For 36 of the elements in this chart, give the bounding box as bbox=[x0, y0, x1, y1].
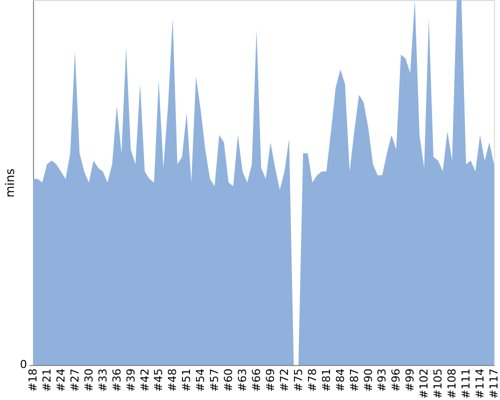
x-tick-label: #57 bbox=[208, 368, 222, 392]
x-tick-label: #66 bbox=[250, 368, 264, 392]
x-tick-label: #45 bbox=[152, 368, 166, 392]
x-tick-label: #63 bbox=[236, 368, 250, 392]
x-tick-label: #102 bbox=[418, 368, 431, 399]
x-tick-label: #33 bbox=[96, 368, 110, 392]
text: 0 bbox=[20, 358, 27, 371]
x-tick-label: #36 bbox=[110, 368, 124, 392]
x-tick-label: #75 bbox=[292, 368, 305, 392]
x-tick-label: #30 bbox=[82, 368, 96, 392]
x-tick-label: #87 bbox=[348, 368, 361, 392]
x-tick-label: #39 bbox=[124, 368, 138, 392]
x-tick-label: #96 bbox=[390, 368, 403, 392]
x-tick-label: #81 bbox=[320, 368, 333, 392]
x-tick-label: #69 bbox=[264, 368, 277, 392]
x-tick-label: #108 bbox=[446, 368, 459, 399]
x-tick-label: #27 bbox=[68, 368, 82, 392]
x-tick-label: #111 bbox=[460, 368, 473, 399]
x-tick-label: #90 bbox=[362, 368, 375, 392]
x-tick-label: #78 bbox=[306, 368, 319, 392]
x-tick-label: #84 bbox=[334, 368, 347, 392]
x-tick-label: #117 bbox=[488, 368, 500, 399]
y-axis-title: mins bbox=[3, 168, 17, 198]
x-tick-label: #48 bbox=[166, 368, 180, 392]
x-tick-label: #93 bbox=[376, 368, 389, 392]
x-tick-label: #54 bbox=[194, 368, 208, 392]
x-tick-label: #114 bbox=[474, 368, 487, 399]
x-tick-label: #24 bbox=[54, 368, 68, 392]
x-tick-label: #21 bbox=[40, 368, 54, 392]
x-tick-label: #105 bbox=[432, 368, 445, 399]
x-tick-label: #60 bbox=[222, 368, 236, 392]
x-tick-label: #51 bbox=[180, 368, 194, 392]
x-tick-label: #18 bbox=[26, 368, 40, 392]
x-tick-label: #99 bbox=[404, 368, 417, 392]
x-tick-label: #42 bbox=[138, 368, 152, 392]
x-tick-label: #72 bbox=[278, 368, 291, 392]
